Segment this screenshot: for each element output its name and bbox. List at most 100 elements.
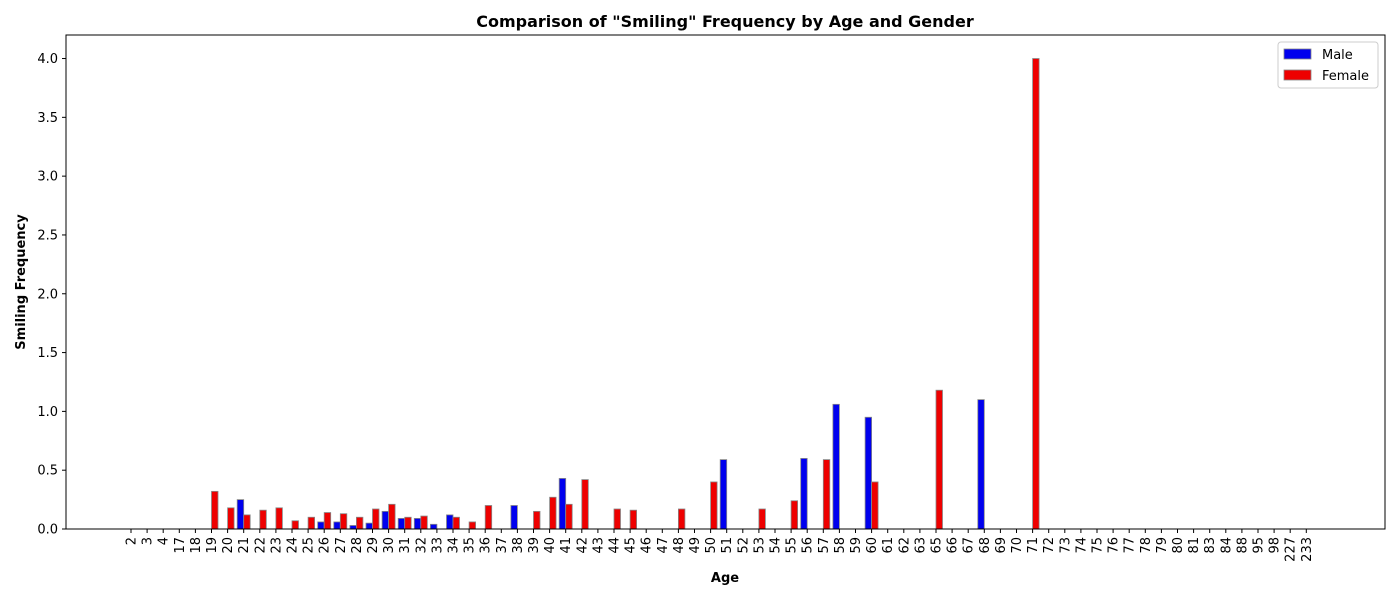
x-tick-label: 17 (173, 537, 188, 554)
y-tick-label: 2.5 (37, 228, 58, 243)
bar-female-28 (355, 516, 364, 530)
bar-male-51 (719, 459, 728, 530)
x-tick-label: 33 (430, 537, 445, 554)
x-axis: 2 3 4 17 18 19 20 21 22 23 24 25 26 27 28 29 30 31 32 33 34 3… (125, 529, 1315, 562)
x-tick-label: 32 (414, 537, 429, 554)
bar-female-48 (678, 508, 686, 530)
x-tick-label: 30 (382, 537, 397, 554)
x-tick-label: 49 (688, 537, 703, 554)
x-tick-label: 40 (543, 537, 558, 554)
x-tick-label: 31 (398, 537, 413, 554)
x-tick-label: 24 (286, 537, 301, 554)
x-tick-label: 66 (946, 537, 961, 554)
bar-female-30 (388, 503, 396, 530)
y-tick-label: 4.0 (37, 52, 58, 67)
bar-female-34 (452, 516, 460, 530)
bar-male-27 (333, 521, 341, 530)
y-tick-label: 1.0 (37, 405, 58, 420)
x-tick-label: 80 (1171, 537, 1186, 554)
x-tick-label: 47 (656, 537, 671, 554)
x-tick-label: 28 (350, 537, 365, 554)
x-tick-label: 56 (801, 537, 816, 554)
bar-female-31 (404, 516, 412, 530)
bar-male-41 (558, 478, 567, 530)
x-tick-label: 52 (736, 537, 751, 554)
bar-male-32 (413, 518, 422, 530)
x-tick-label: 3 (141, 537, 156, 545)
x-tick-label: 39 (527, 537, 542, 554)
bar-male-38 (510, 505, 518, 530)
bar-male-68 (977, 399, 985, 530)
bar-male-60 (864, 416, 872, 530)
x-tick-label: 45 (624, 537, 639, 554)
legend-swatch-female (1283, 69, 1312, 81)
bar-male-56 (800, 458, 808, 530)
bar-male-31 (397, 518, 406, 530)
x-tick-label: 76 (1107, 537, 1122, 554)
bar-male-29 (365, 522, 373, 530)
x-tick-label: 74 (1074, 537, 1089, 554)
x-tick-label: 59 (849, 537, 864, 554)
x-tick-label: 36 (479, 537, 494, 554)
x-tick-label: 43 (591, 537, 606, 554)
x-tick-label: 4 (157, 537, 172, 545)
x-tick-label: 2 (125, 537, 140, 545)
x-tick-label: 65 (930, 537, 945, 554)
x-tick-label: 78 (1139, 537, 1154, 554)
x-tick-label: 27 (334, 537, 349, 554)
x-tick-label: 23 (269, 537, 284, 554)
y-tick-label: 3.0 (37, 170, 58, 185)
x-tick-label: 51 (720, 537, 735, 554)
bar-female-35 (468, 521, 477, 530)
bar-female-39 (533, 510, 541, 530)
x-tick-label: 84 (1219, 537, 1234, 554)
bar-male-21 (236, 499, 245, 530)
bar-female-40 (549, 496, 557, 530)
bar-female-41 (565, 503, 573, 530)
x-tick-label: 46 (640, 537, 655, 554)
x-tick-label: 25 (302, 537, 317, 554)
x-tick-label: 20 (221, 537, 236, 554)
y-tick-label: 2.0 (37, 287, 58, 302)
x-tick-label: 95 (1252, 537, 1267, 554)
x-tick-label: 67 (962, 537, 977, 554)
x-tick-label: 44 (608, 537, 623, 554)
bar-male-28 (349, 525, 357, 530)
bar-female-19 (211, 490, 219, 530)
x-tick-label: 61 (881, 537, 896, 554)
x-tick-label: 72 (1042, 537, 1057, 554)
bar-female-42 (581, 479, 589, 530)
x-tick-label: 69 (994, 537, 1009, 554)
x-tick-label: 21 (237, 537, 252, 554)
x-tick-label: 54 (769, 537, 784, 554)
x-tick-label: 29 (366, 537, 381, 554)
bar-female-22 (259, 509, 267, 530)
bar-female-20 (227, 507, 235, 530)
bar-female-57 (822, 459, 831, 530)
y-tick-label: 3.5 (37, 111, 58, 126)
x-tick-label: 75 (1091, 537, 1106, 554)
bar-female-29 (372, 508, 380, 530)
plot-frame (65, 34, 1386, 530)
bar-female-71 (1032, 58, 1040, 530)
x-tick-label: 79 (1155, 537, 1170, 554)
x-tick-label: 62 (897, 537, 912, 554)
bar-male-33 (429, 523, 438, 530)
bar-female-60 (871, 481, 879, 530)
bar-female-44 (613, 508, 621, 530)
x-tick-label: 70 (1010, 537, 1025, 554)
bar-female-55 (790, 500, 798, 530)
bar-male-34 (446, 514, 454, 530)
x-tick-label: 35 (463, 537, 478, 554)
x-axis-label: Age (711, 571, 739, 586)
chart-title: Comparison of "Smiling" Frequency by Age… (476, 12, 974, 31)
x-tick-label: 48 (672, 537, 687, 554)
x-tick-label: 34 (447, 537, 462, 554)
x-tick-label: 55 (785, 537, 800, 554)
x-tick-label: 227 (1284, 537, 1299, 562)
y-tick-label: 0.0 (37, 523, 58, 538)
bar-female-24 (291, 520, 299, 530)
x-tick-label: 71 (1026, 537, 1041, 554)
x-tick-label: 22 (253, 537, 268, 554)
legend-label-male: Male (1322, 48, 1353, 63)
